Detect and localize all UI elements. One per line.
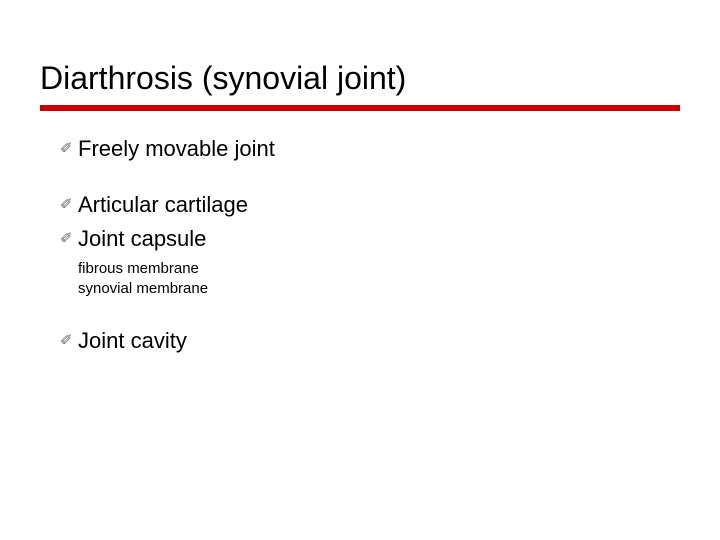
slide-title: Diarthrosis (synovial joint) xyxy=(40,60,680,97)
bullet-item: ✐ Articular cartilage xyxy=(60,191,400,219)
bullet-text: Freely movable joint xyxy=(78,135,275,163)
bullet-item: ✐ Joint cavity xyxy=(60,327,400,355)
content-area: ✐ Freely movable joint ✐ Articular carti… xyxy=(40,135,400,355)
title-underline xyxy=(40,105,680,111)
bullet-item: ✐ Freely movable joint xyxy=(60,135,400,163)
bullet-text: Articular cartilage xyxy=(78,191,248,219)
slide-container: Diarthrosis (synovial joint) ✐ Freely mo… xyxy=(0,0,720,540)
bullet-item: ✐ Joint capsule xyxy=(60,225,400,253)
bullet-text: Joint cavity xyxy=(78,327,187,355)
pencil-icon: ✐ xyxy=(60,327,78,355)
sub-item: synovial membrane xyxy=(60,279,400,299)
pencil-icon: ✐ xyxy=(60,225,78,253)
pencil-icon: ✐ xyxy=(60,191,78,219)
bullet-text: Joint capsule xyxy=(78,225,206,253)
sub-item: fibrous membrane xyxy=(60,259,400,279)
pencil-icon: ✐ xyxy=(60,135,78,163)
